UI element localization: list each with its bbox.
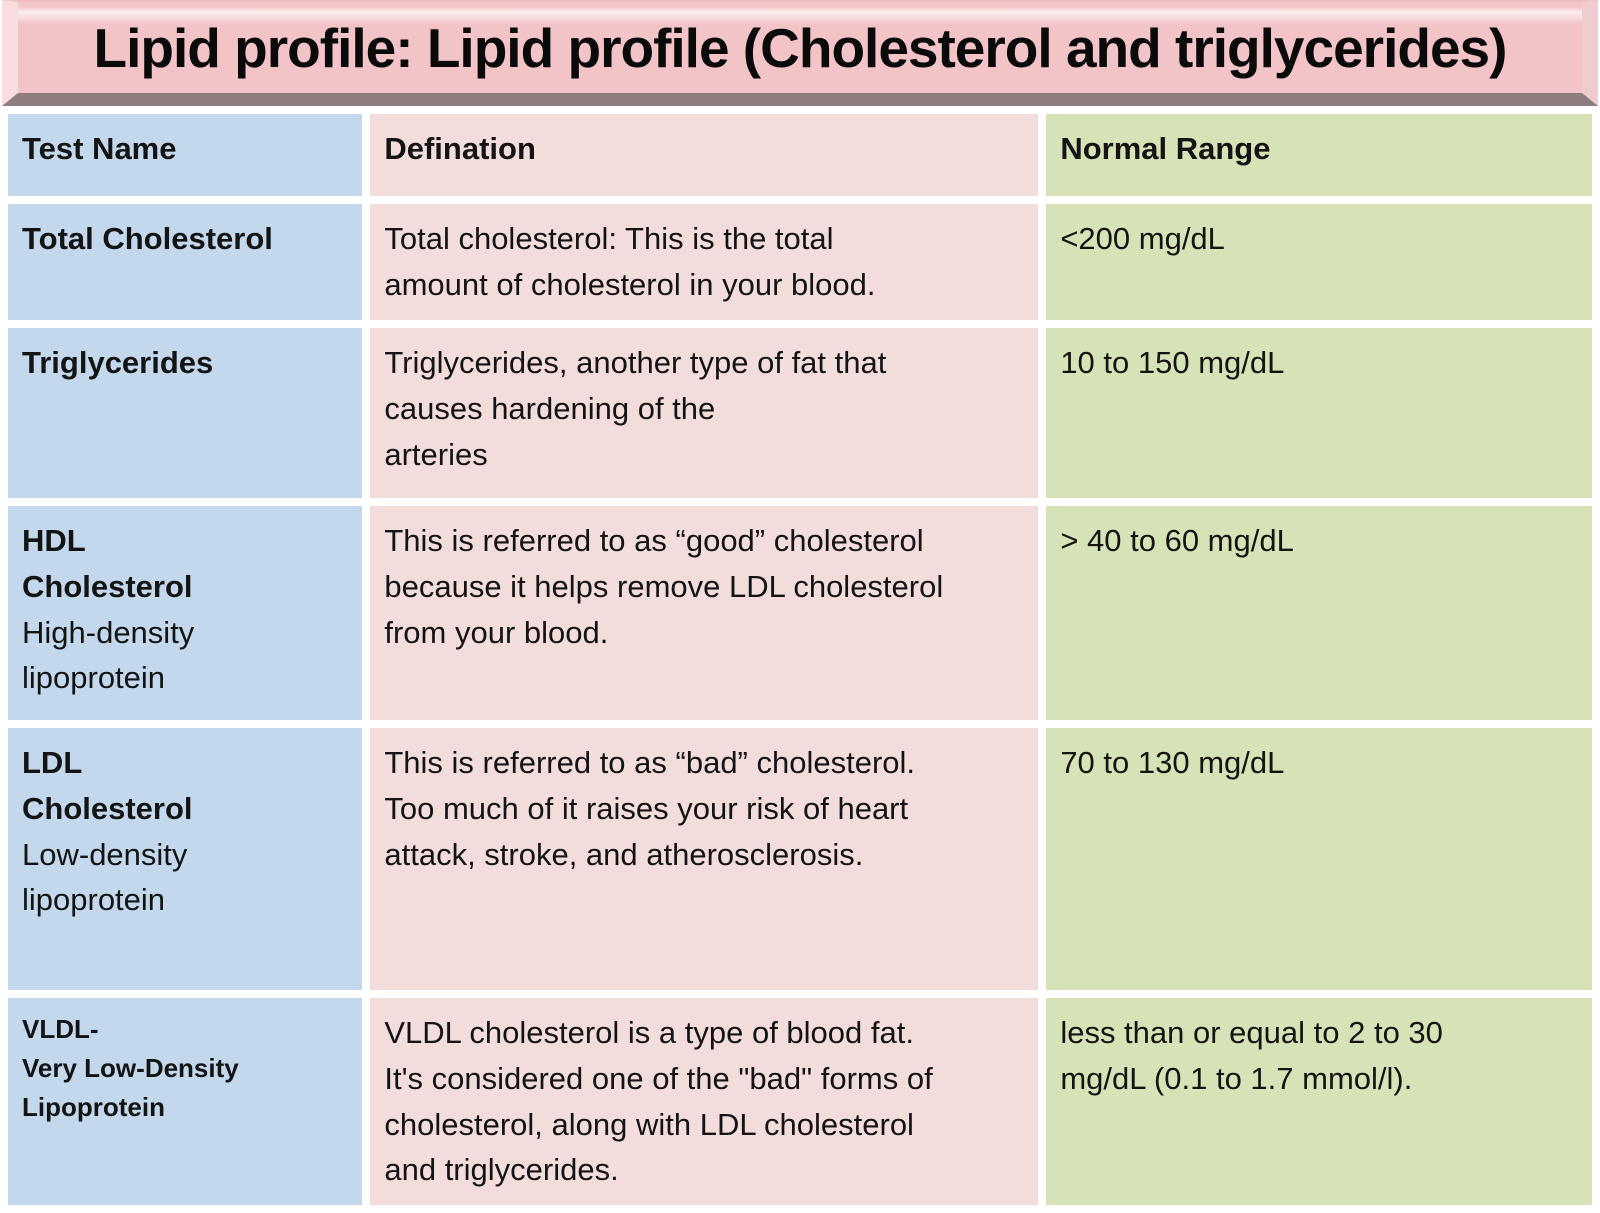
header-row: Test Name Defination Normal Range <box>8 114 1592 196</box>
test-name: Triglycerides <box>22 344 214 380</box>
lipid-profile-table: Test Name Defination Normal Range Total … <box>0 106 1600 1213</box>
table-row: Triglycerides Triglycerides, another typ… <box>8 327 1592 498</box>
table-row: HDL Cholesterol High-density lipoprotein… <box>8 505 1592 720</box>
header-normal-range: Normal Range <box>1046 114 1592 196</box>
title-banner: Lipid profile: Lipid profile (Cholestero… <box>2 0 1598 106</box>
normal-range-cell: 70 to 130 mg/dL <box>1046 727 1592 990</box>
definition-cell: This is referred to as “bad” cholesterol… <box>370 727 1039 990</box>
definition-cell: Triglycerides, another type of fat that … <box>370 327 1039 498</box>
definition-cell: VLDL cholesterol is a type of blood fat.… <box>370 997 1039 1206</box>
test-name-cell: Triglycerides <box>8 327 363 498</box>
header-defination: Defination <box>370 114 1039 196</box>
table-row: VLDL- Very Low-Density Lipoprotein VLDL … <box>8 997 1592 1206</box>
test-name: LDL Cholesterol <box>22 744 193 826</box>
test-name: VLDL- Very Low-Density Lipoprotein <box>22 1013 239 1122</box>
normal-range-cell: <200 mg/dL <box>1046 204 1592 320</box>
table-row: LDL Cholesterol Low-density lipoprotein … <box>8 727 1592 990</box>
definition-cell: This is referred to as “good” cholestero… <box>370 505 1039 720</box>
normal-range-cell: less than or equal to 2 to 30 mg/dL (0.1… <box>1046 997 1592 1206</box>
definition-cell: Total cholesterol: This is the total amo… <box>370 204 1039 320</box>
normal-range-cell: > 40 to 60 mg/dL <box>1046 505 1592 720</box>
header-test-name: Test Name <box>8 114 363 196</box>
test-name: Total Cholesterol <box>22 221 273 256</box>
test-name-cell: Total Cholesterol <box>8 204 363 320</box>
test-name-cell: LDL Cholesterol Low-density lipoprotein <box>8 727 363 990</box>
test-name-sub: High-density lipoprotein <box>22 614 195 696</box>
test-name-cell: HDL Cholesterol High-density lipoprotein <box>8 505 363 720</box>
test-name-cell: VLDL- Very Low-Density Lipoprotein <box>8 997 363 1206</box>
page-title: Lipid profile: Lipid profile (Cholestero… <box>93 16 1508 79</box>
test-name: HDL Cholesterol <box>22 522 193 604</box>
test-name-sub: Low-density lipoprotein <box>22 836 188 918</box>
normal-range-cell: 10 to 150 mg/dL <box>1046 327 1592 498</box>
table-row: Total Cholesterol Total cholesterol: Thi… <box>8 204 1592 320</box>
